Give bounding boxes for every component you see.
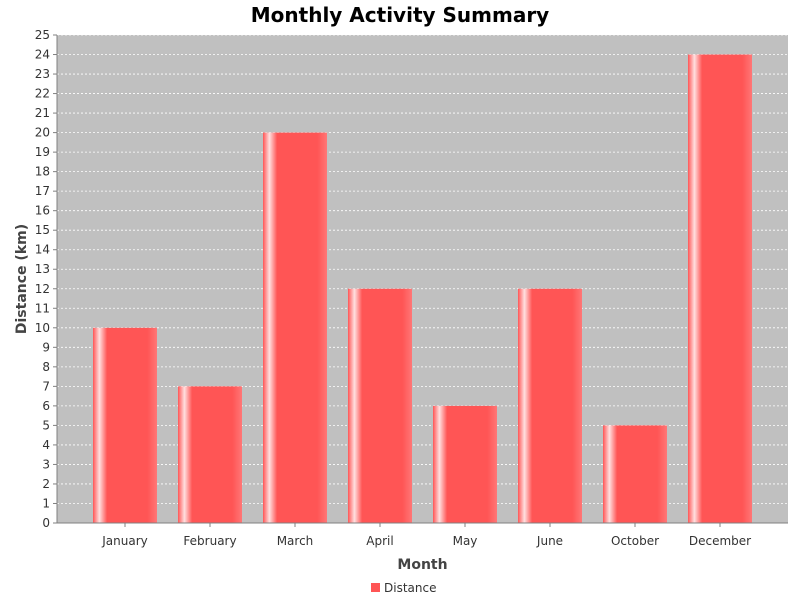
y-axis-label: Distance (km) [14, 224, 30, 334]
x-tick-label: May [453, 534, 478, 548]
y-tick-label: 12 [35, 282, 50, 296]
y-tick-label: 5 [42, 418, 50, 432]
bar-may [433, 405, 497, 523]
y-tick-label: 4 [42, 438, 50, 452]
y-tick-label: 20 [35, 126, 50, 140]
x-tick-label: March [277, 534, 314, 548]
y-tick-label: 14 [35, 243, 50, 257]
y-tick-label: 23 [35, 67, 50, 81]
y-tick-label: 2 [42, 477, 50, 491]
y-tick-label: 3 [42, 457, 50, 471]
bars [93, 54, 752, 524]
bar-june [518, 288, 582, 523]
y-tick-label: 6 [42, 399, 50, 413]
y-tick-label: 13 [35, 262, 50, 276]
y-tick-label: 25 [35, 28, 50, 42]
y-tick-label: 7 [42, 379, 50, 393]
chart-title: Monthly Activity Summary [251, 3, 549, 27]
x-tick-label: December [689, 534, 751, 548]
y-tick-label: 24 [35, 48, 50, 62]
y-tick-label: 9 [42, 340, 50, 354]
bar-march [263, 132, 327, 523]
legend: Distance [371, 581, 436, 595]
x-axis-label: Month [397, 557, 447, 573]
y-tick-label: 15 [35, 223, 50, 237]
x-tick-label: January [101, 534, 148, 548]
y-tick-label: 19 [35, 145, 50, 159]
x-tick-label: February [183, 534, 236, 548]
y-axis-ticks: 0123456789101112131415161718192021222324… [35, 28, 57, 530]
bar-december [688, 54, 752, 524]
legend-label: Distance [384, 581, 436, 595]
y-tick-label: 22 [35, 87, 50, 101]
y-tick-label: 1 [42, 496, 50, 510]
x-tick-label: October [611, 534, 659, 548]
y-tick-label: 10 [35, 321, 50, 335]
x-axis-ticks: January February March April May June October D… [101, 523, 751, 548]
bar-february [178, 386, 242, 523]
y-tick-label: 0 [42, 516, 50, 530]
plot-area [57, 35, 788, 523]
y-tick-label: 16 [35, 204, 50, 218]
bar-october [603, 425, 667, 523]
x-tick-label: April [366, 534, 393, 548]
y-tick-label: 17 [35, 184, 50, 198]
bar-january [93, 327, 157, 523]
y-tick-label: 11 [35, 301, 50, 315]
y-tick-label: 21 [35, 106, 50, 120]
y-tick-label: 18 [35, 165, 50, 179]
legend-swatch [371, 583, 380, 592]
bar-april [348, 288, 412, 523]
y-tick-label: 8 [42, 360, 50, 374]
x-tick-label: June [536, 534, 563, 548]
